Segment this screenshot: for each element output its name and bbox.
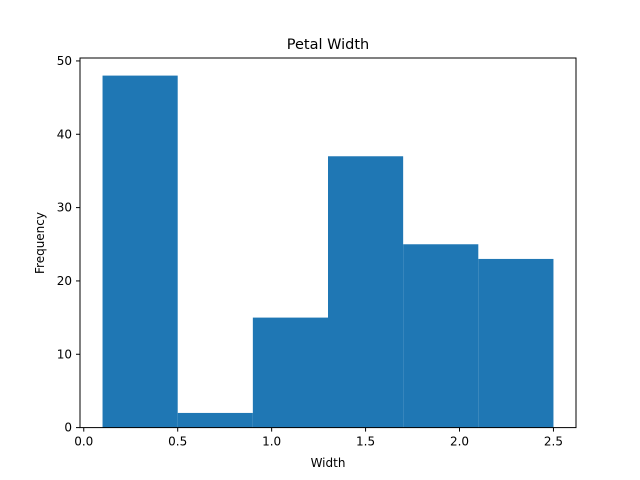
y-tick-label: 20: [57, 274, 72, 288]
x-tick-label: 0.5: [168, 435, 187, 449]
x-tick-label: 0.0: [74, 435, 93, 449]
y-tick-label: 10: [57, 347, 72, 361]
y-axis-label: Frequency: [33, 212, 47, 274]
x-axis-ticks: 0.0 0.5 1.0 1.5 2.0 2.5: [74, 427, 563, 449]
histogram-bar-5: [403, 244, 479, 428]
x-tick-label: 2.0: [450, 435, 469, 449]
x-tick-label: 1.0: [262, 435, 281, 449]
y-tick-label: 40: [57, 127, 72, 141]
histogram-bar-1: [102, 75, 178, 428]
histogram-bar-3: [252, 317, 328, 428]
x-tick-label: 1.5: [356, 435, 375, 449]
chart-title: Petal Width: [287, 37, 369, 53]
y-tick-label: 30: [57, 201, 72, 215]
histogram-bar-4: [328, 156, 404, 428]
bars-group: [102, 75, 554, 428]
x-axis-label: Width: [311, 456, 346, 470]
x-tick-label: 2.5: [544, 435, 563, 449]
histogram-bar-2: [177, 412, 253, 428]
y-tick-label: 50: [57, 54, 72, 68]
y-axis-ticks: 0 10 20 30 40 50: [57, 54, 80, 435]
y-tick-label: 0: [64, 421, 72, 435]
histogram-bar-6: [478, 258, 554, 428]
plot-frame: [79, 57, 577, 429]
